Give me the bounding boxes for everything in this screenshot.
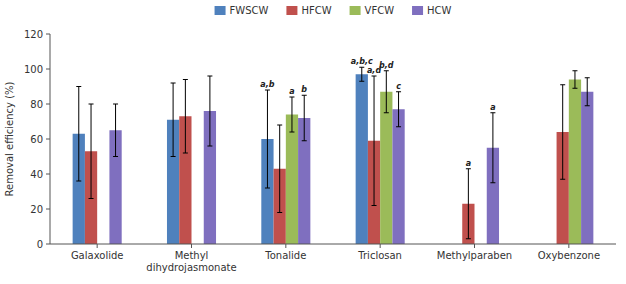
y-axis-label: Removal efficiency (%) [4, 81, 15, 196]
legend-label: VFCW [365, 5, 395, 16]
y-tick-label: 100 [24, 64, 43, 75]
y-tick-label: 120 [24, 29, 43, 40]
legend-item: HCW [412, 5, 452, 16]
error-bar [113, 104, 118, 157]
annotation: a [289, 87, 294, 96]
annotation: a,b,c [351, 57, 373, 66]
x-tick-label: Galaxolide [71, 250, 124, 261]
error-bar [490, 113, 495, 183]
y-tick-label: 0 [37, 239, 43, 250]
y-tick [46, 244, 50, 245]
error-bar [207, 76, 212, 146]
legend: FWSCW HFCW VFCW HCW [215, 5, 452, 16]
error-bar [466, 169, 471, 239]
x-tick-label: Triclosan [357, 250, 402, 261]
error-bar [302, 95, 307, 141]
error-bar [183, 80, 188, 154]
x-tick-label: Oxybenzone [538, 250, 600, 261]
legend-label: HFCW [301, 5, 331, 16]
annotation: c [396, 82, 401, 91]
y-tick-label: 20 [30, 204, 43, 215]
x-tick [568, 244, 569, 248]
legend-swatch [350, 6, 361, 15]
annotations: a,ba,b,ca,daab,dbca [260, 57, 495, 168]
error-bar [372, 76, 377, 206]
x-tick [97, 244, 98, 248]
legend-item: VFCW [350, 5, 395, 16]
bar [581, 92, 593, 244]
legend-item: FWSCW [215, 5, 269, 16]
error-bar [89, 104, 94, 199]
y-axis-line [50, 34, 51, 244]
error-bar [585, 78, 590, 106]
y-tick [46, 209, 50, 210]
legend-swatch [286, 6, 297, 15]
bar [569, 80, 581, 245]
y-tick [46, 174, 50, 175]
y-tick [46, 139, 50, 140]
legend-swatch [215, 6, 226, 15]
legend-item: HFCW [286, 5, 331, 16]
error-bar [265, 90, 270, 188]
annotation: a,b [260, 80, 274, 89]
y-axis: 0 20 40 60 80 100 120 [24, 29, 50, 250]
annotation: b [301, 85, 307, 94]
x-tick-label: Tonalide [264, 250, 306, 261]
error-bar [396, 92, 401, 127]
y-tick-label: 40 [30, 169, 43, 180]
error-bar [560, 85, 565, 180]
chart: 0 20 40 60 80 100 120 Removal efficiency (%) a,b… [0, 0, 626, 284]
legend-label: FWSCW [230, 5, 269, 16]
x-tick [191, 244, 192, 248]
bars [73, 67, 594, 244]
error-bar [289, 97, 294, 132]
y-tick-label: 60 [30, 134, 43, 145]
bar [392, 109, 404, 244]
y-tick [46, 34, 50, 35]
bar [380, 92, 392, 244]
legend-swatch [412, 6, 423, 15]
error-bar [171, 83, 176, 157]
error-bar [359, 67, 364, 81]
x-tick [380, 244, 381, 248]
y-tick [46, 69, 50, 70]
x-tick [474, 244, 475, 248]
y-tick-label: 80 [30, 99, 43, 110]
error-bar [384, 71, 389, 113]
error-bar [277, 125, 282, 213]
annotation: a [490, 103, 495, 112]
annotation: b,d [379, 61, 394, 70]
y-tick [46, 104, 50, 105]
x-axis-line [50, 244, 616, 245]
bar [286, 115, 298, 245]
x-tick-label: Methyldihydrojasmonate [146, 250, 236, 273]
error-bar [572, 71, 577, 89]
error-bar [76, 87, 81, 182]
bar [356, 74, 368, 244]
x-tick-label: Methylparaben [437, 250, 512, 261]
annotation: a [466, 159, 471, 168]
legend-label: HCW [427, 5, 452, 16]
x-tick [285, 244, 286, 248]
x-axis: Galaxolide Methyldihydrojasmonate Tonalide… [50, 244, 616, 273]
